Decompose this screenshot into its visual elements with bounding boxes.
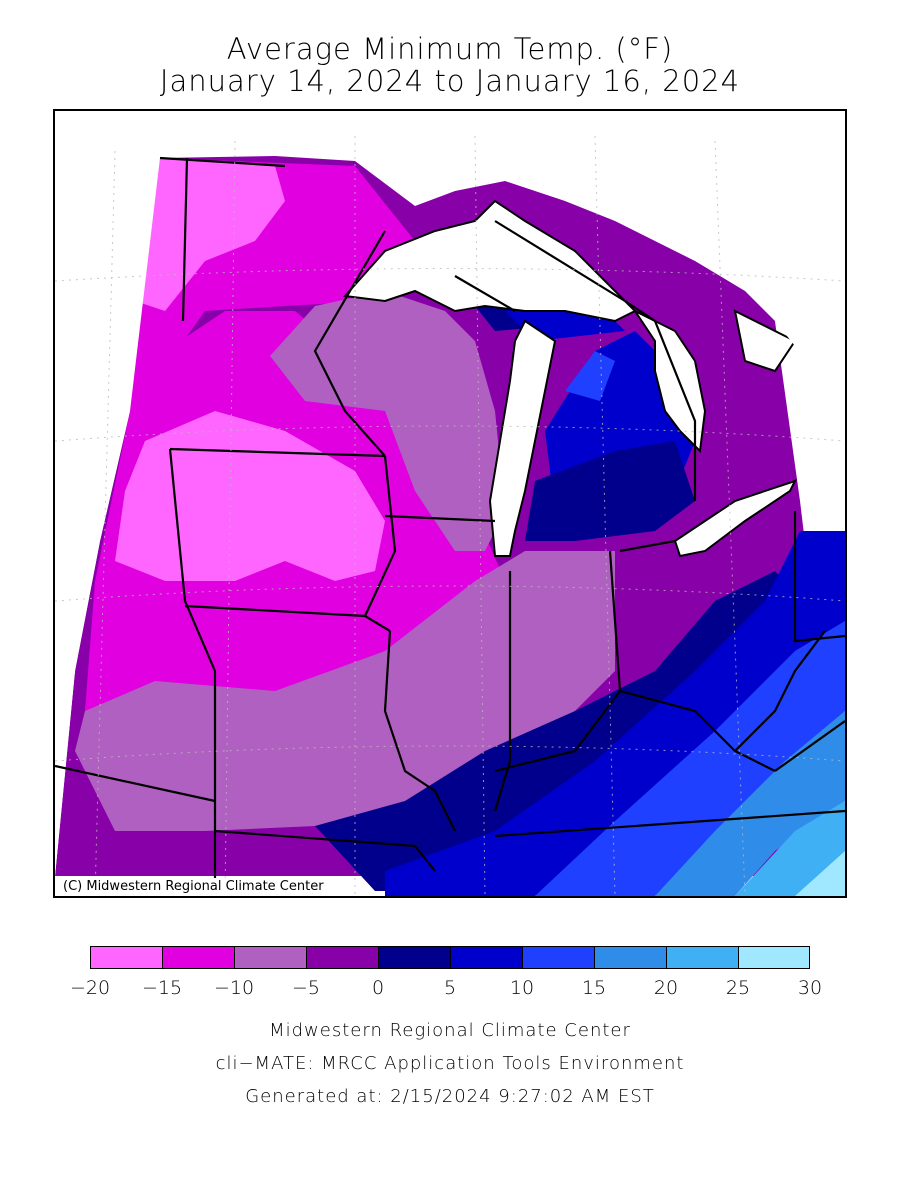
canada-region: [160, 111, 845, 391]
color-legend: [90, 946, 810, 969]
legend-tick-label: 20: [653, 977, 679, 999]
border-up-wi: [454, 275, 516, 312]
band-minus20-minus15-light: [135, 158, 285, 311]
border-va: [774, 720, 845, 772]
band-0-5: [315, 571, 795, 891]
footer-organization: Midwestern Regional Climate Center: [269, 1020, 631, 1041]
lake-ontario-edge: [733, 309, 797, 373]
legend-tick-label: −10: [213, 977, 255, 999]
legend-swatch: [522, 946, 594, 969]
border-wv: [734, 630, 826, 752]
border-minnesota-west: [181, 157, 189, 322]
border-mn-north: [159, 156, 286, 168]
copyright-credit: (C) Midwestern Regional Climate Center: [55, 878, 328, 896]
border-wi-il: [384, 514, 496, 523]
footer-application: cli−MATE: MRCC Application Tools Environ…: [215, 1053, 685, 1074]
legend-swatch: [162, 946, 234, 969]
border-mi-oh: [619, 539, 676, 553]
legend-swatch: [234, 946, 306, 969]
legend-tick-label: 10: [509, 977, 535, 999]
legend-swatch: [306, 946, 378, 969]
border-mn-wi: [313, 230, 386, 457]
border-mo-ar: [214, 829, 436, 872]
border-in-ky: [494, 690, 621, 773]
lake-michigan: [488, 319, 557, 557]
border-il-in: [493, 571, 512, 812]
state-borders: [55, 156, 845, 891]
border-ia-west: [168, 448, 217, 672]
border-il-mo: [383, 630, 456, 832]
band-0-5-michigan-south: [525, 441, 695, 541]
temperature-contours: [55, 111, 845, 896]
legend-swatch: [666, 946, 738, 969]
footer-generated-time: Generated at: 2/15/2024 9:27:02 AM EST: [245, 1086, 655, 1107]
band-minus10-minus5-wisconsin: [270, 291, 505, 551]
border-in-oh: [608, 550, 622, 692]
outside-domain-west: [55, 111, 160, 876]
temperature-map: [55, 111, 845, 896]
band-10-15-michigan: [565, 351, 615, 401]
legend-tick-label: 5: [443, 977, 457, 999]
great-lakes: [342, 199, 797, 558]
map-date-range: January 14, 2024 to January 16, 2024: [159, 64, 741, 98]
legend-swatch: [90, 946, 162, 969]
border-mn-ia: [169, 447, 386, 458]
graticule: [55, 135, 845, 896]
legend-tick-label: −20: [69, 977, 111, 999]
map-title: Average Minimum Temp. (°F): [226, 32, 674, 66]
legend-swatch: [378, 946, 450, 969]
legend-tick-label: −5: [291, 977, 320, 999]
lake-huron: [632, 308, 707, 454]
legend-tick-label: 0: [371, 977, 385, 999]
legend-swatch: [594, 946, 666, 969]
legend-tick-label: 30: [797, 977, 823, 999]
border-oh-pa: [793, 511, 845, 643]
band-25-30: [795, 851, 845, 896]
border-us-canada-mi: [494, 220, 697, 501]
legend-tick-label: 15: [581, 977, 607, 999]
legend-swatch: [738, 946, 810, 969]
border-ia-il: [364, 455, 397, 617]
map-frame: (C) Midwestern Regional Climate Center: [53, 109, 847, 898]
border-oh-ky: [619, 689, 776, 772]
legend-tick-label: −15: [141, 977, 183, 999]
band-20-25: [735, 801, 845, 896]
lake-erie: [673, 479, 797, 558]
legend-tick-label: 25: [725, 977, 751, 999]
border-ne-ks: [55, 764, 216, 803]
border-ky-tn: [494, 809, 845, 838]
legend-swatch: [450, 946, 522, 969]
